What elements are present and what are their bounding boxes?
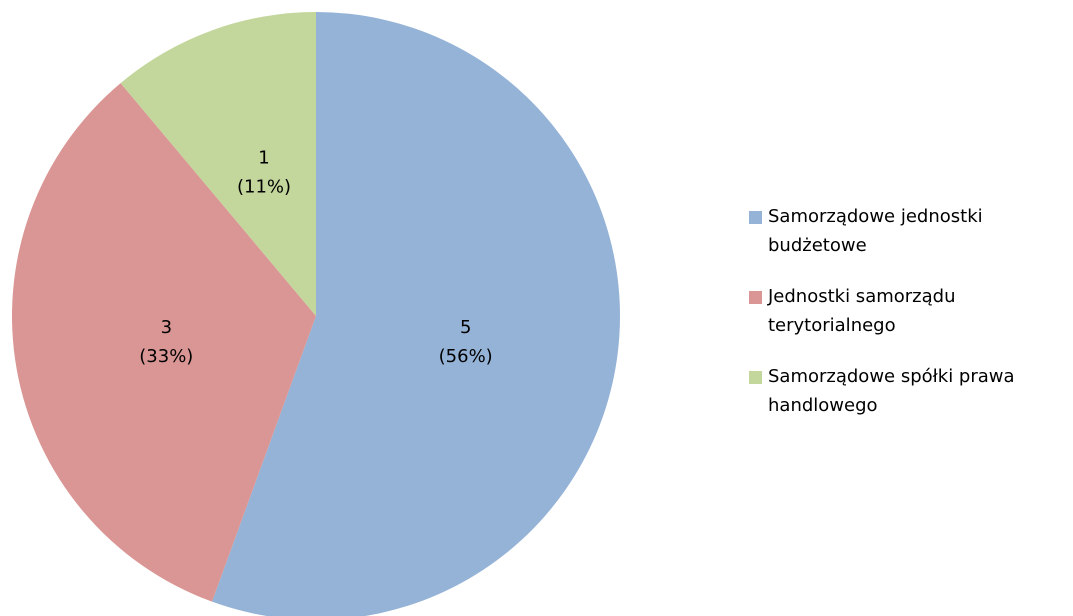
data-label: 5 bbox=[460, 317, 471, 338]
legend: Samorządowe jednostki budżetowe Jednostki… bbox=[749, 202, 1071, 442]
pie-slice bbox=[12, 83, 316, 602]
legend-item: Samorządowe spółki prawa handlowego bbox=[749, 362, 1071, 420]
data-label: (33%) bbox=[139, 346, 193, 367]
data-label: (11%) bbox=[237, 177, 291, 198]
pie-slice bbox=[120, 11, 317, 316]
legend-label: Samorządowe spółki prawa handlowego bbox=[768, 366, 1015, 416]
legend-label: Jednostki samorządu terytorialnego bbox=[768, 286, 956, 336]
legend-item: Samorządowe jednostki budżetowe bbox=[749, 202, 1071, 260]
legend-item: Jednostki samorządu terytorialnego bbox=[749, 282, 1071, 340]
pie-slice bbox=[212, 12, 620, 616]
legend-label: Samorządowe jednostki budżetowe bbox=[768, 206, 983, 256]
data-label: (56%) bbox=[439, 346, 493, 367]
data-label: 1 bbox=[258, 148, 269, 169]
legend-swatch bbox=[749, 211, 762, 224]
data-label: 3 bbox=[161, 317, 172, 338]
legend-swatch bbox=[749, 371, 762, 384]
legend-swatch bbox=[749, 291, 762, 304]
